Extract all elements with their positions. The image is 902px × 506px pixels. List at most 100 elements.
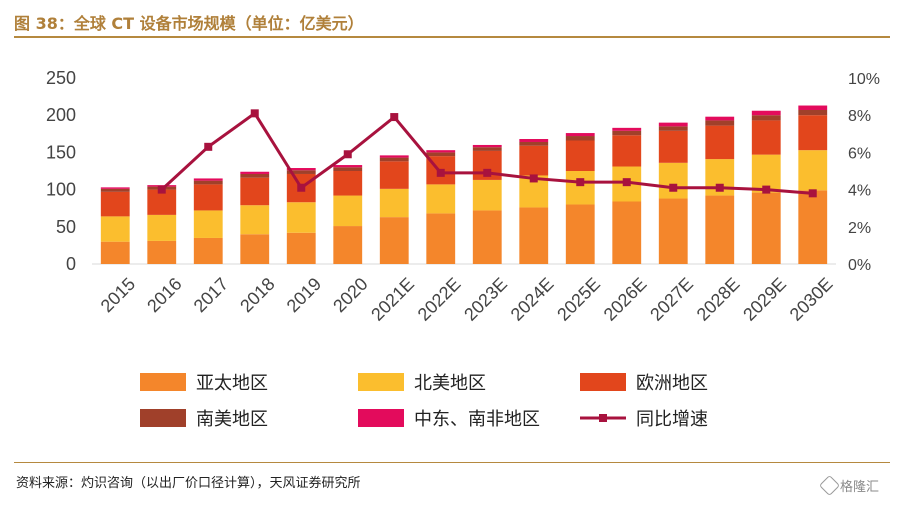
bar-segment — [519, 145, 549, 176]
title-bar: 图 38：全球 CT 设备市场规模（单位：亿美元） — [14, 6, 890, 38]
bar-segment — [705, 125, 735, 160]
right-tick-label: 0% — [848, 257, 871, 274]
growth-point — [622, 178, 631, 187]
bar-segment — [379, 155, 409, 158]
bar-segment — [658, 122, 688, 127]
growth-point — [715, 183, 724, 192]
bar-segment — [519, 141, 549, 146]
bar-segment — [612, 201, 642, 264]
bar-segment — [705, 116, 735, 121]
left-tick-label: 100 — [46, 180, 76, 200]
bar-segment — [147, 214, 177, 241]
growth-line — [157, 109, 817, 198]
growth-point — [343, 150, 352, 159]
growth-point — [808, 189, 817, 198]
bar-segment — [798, 190, 828, 264]
legend-label: 中东、南非地区 — [414, 409, 540, 430]
x-tick-label: 2030E — [786, 274, 837, 325]
right-tick-label: 4% — [848, 183, 871, 200]
watermark-text: 格隆汇 — [840, 480, 880, 495]
bar-segment — [519, 139, 549, 142]
watermark: 格隆汇 — [818, 474, 880, 497]
bar-segment — [658, 198, 688, 264]
bar-segment — [193, 210, 223, 238]
x-tick-label: 2025E — [553, 274, 604, 325]
bar-segment — [333, 171, 363, 196]
right-axis: 0% 2% 4% 6% 8% 10% — [848, 71, 880, 274]
x-axis-labels: 2015 2016 2017 2018 2019 20202021E2022E2023E2… — [97, 274, 837, 325]
x-tick-label: 2029E — [739, 274, 790, 325]
bar-segment — [612, 127, 642, 131]
legend-swatch — [358, 373, 404, 391]
bar-segment — [612, 135, 642, 167]
bar-segment — [798, 109, 828, 116]
legend-swatch — [140, 409, 186, 427]
bar-segment — [240, 234, 270, 264]
x-tick-label: 2017 — [190, 274, 232, 316]
bar-segment — [100, 191, 130, 217]
x-tick-label: 2020 — [329, 274, 371, 316]
x-tick-label: 2022E — [414, 274, 465, 325]
legend-label: 南美地区 — [196, 409, 268, 430]
growth-point — [250, 109, 259, 118]
legend-swatch — [140, 373, 186, 391]
bar-segment — [333, 165, 363, 168]
growth-point — [669, 183, 678, 192]
watermark-logo-icon — [818, 474, 841, 497]
growth-point — [157, 185, 166, 194]
growth-point — [297, 183, 306, 192]
x-tick-label: 2027E — [646, 274, 697, 325]
right-tick-label: 2% — [848, 220, 871, 237]
bar-segment — [100, 187, 130, 189]
bar-segment — [100, 241, 130, 264]
bar-segment — [751, 192, 781, 264]
bar-segment — [472, 210, 502, 264]
bar-segment — [379, 188, 409, 218]
bar-segment — [286, 232, 316, 264]
legend-label: 欧洲地区 — [636, 373, 708, 394]
bar-segment — [240, 205, 270, 235]
right-tick-label: 6% — [848, 145, 871, 162]
bar-segment — [705, 120, 735, 126]
page-title: 图 38：全球 CT 设备市场规模（单位：亿美元） — [14, 14, 364, 33]
x-tick-label: 2023E — [460, 274, 511, 325]
bar-segment — [612, 130, 642, 136]
bar-segment — [798, 105, 828, 110]
bar-segment — [193, 178, 223, 181]
bar-segment — [193, 180, 223, 185]
bar-segment — [286, 168, 316, 171]
legend-swatch — [358, 409, 404, 427]
bar-segment — [658, 126, 688, 131]
legend-label: 同比增速 — [636, 409, 708, 430]
left-tick-label: 150 — [46, 142, 76, 162]
growth-point — [436, 168, 445, 177]
x-tick-label: 2018 — [236, 274, 278, 316]
bar-segment — [193, 184, 223, 211]
bar-segment — [798, 150, 828, 191]
bar-segment — [333, 226, 363, 264]
bar-segment — [751, 120, 781, 155]
bar-segment — [240, 177, 270, 206]
left-tick-label: 0 — [66, 254, 76, 274]
bar-segment — [565, 136, 595, 141]
bar-segment — [426, 152, 456, 157]
left-tick-label: 250 — [46, 68, 76, 88]
bar-segment — [193, 237, 223, 264]
bar-segment — [286, 170, 316, 174]
growth-point — [204, 142, 213, 151]
legend-swatch-marker — [599, 414, 607, 422]
legend-label: 北美地区 — [414, 373, 486, 394]
bar-segment — [379, 217, 409, 264]
left-tick-label: 200 — [46, 105, 76, 125]
bar-segment — [658, 162, 688, 199]
growth-point — [483, 168, 492, 177]
bar-segment — [333, 195, 363, 227]
bar-segment — [751, 110, 781, 116]
bar-segment — [705, 195, 735, 264]
bar-segment — [565, 204, 595, 264]
bar-segment — [426, 184, 456, 214]
bar-segment — [333, 167, 363, 171]
bar-segment — [426, 213, 456, 264]
